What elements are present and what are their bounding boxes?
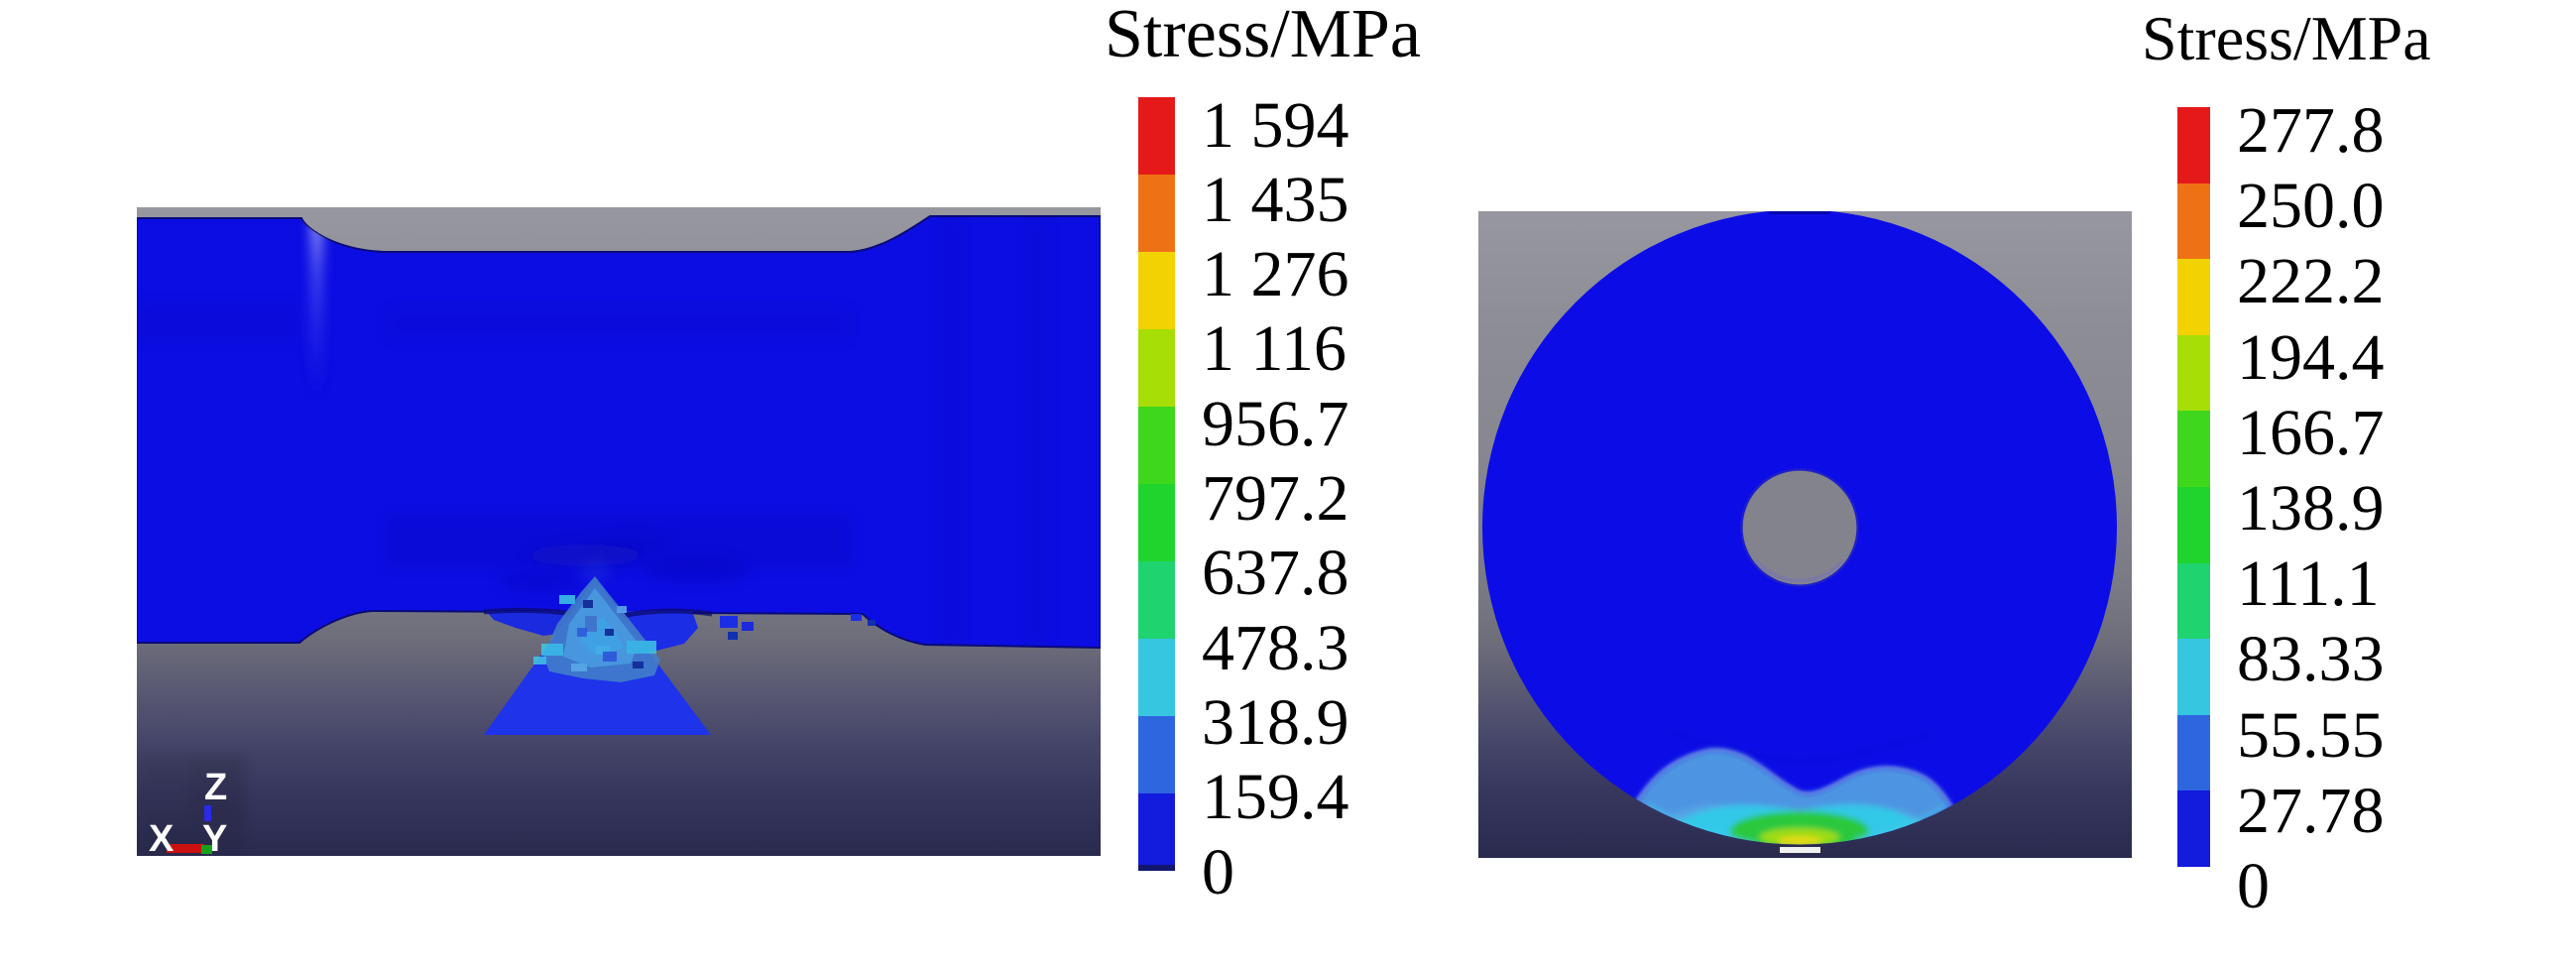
svg-text:Y: Y xyxy=(202,818,227,856)
svg-text:Z: Z xyxy=(204,767,227,808)
svg-text:X: X xyxy=(149,818,175,856)
